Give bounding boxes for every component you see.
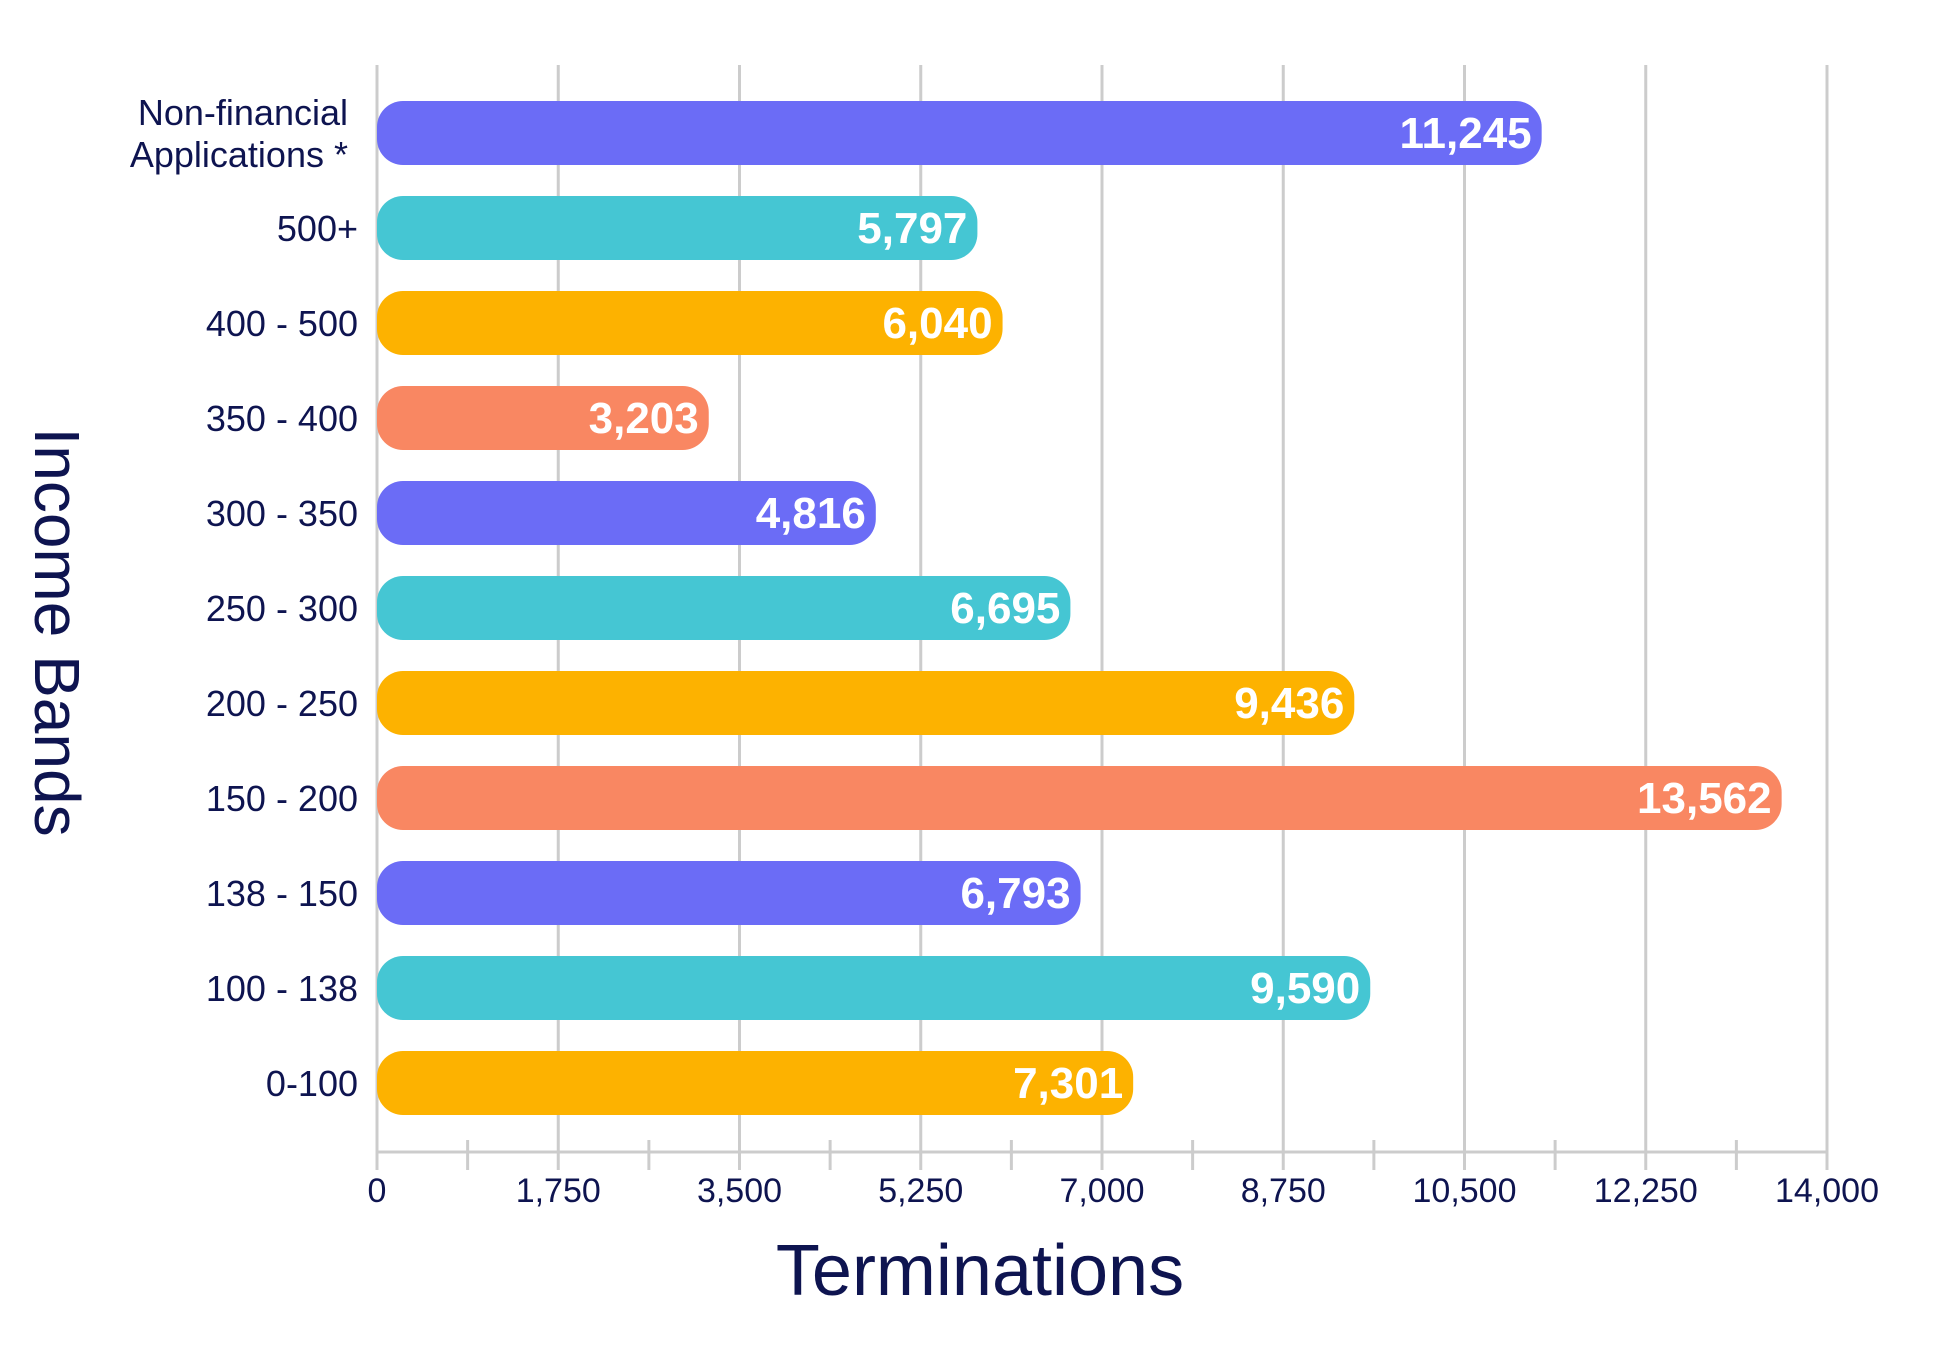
bar-value-label: 9,436 [1234,679,1344,728]
x-tick-label: 12,250 [1594,1172,1698,1210]
x-tick-label: 10,500 [1413,1172,1517,1210]
bar-value-label: 6,040 [882,299,992,348]
category-label: 250 - 300 [206,588,358,629]
category-label-line: 250 - 300 [206,588,358,629]
y-axis: Non-financial Applications * 500+ 400 - 500… [130,92,358,1104]
bar-value-label: 6,695 [950,584,1060,633]
bar-value-label: 3,203 [589,394,699,443]
y-axis-title: Income Bands [21,427,93,836]
x-tick-label: 3,500 [697,1172,782,1210]
bar-value-label: 13,562 [1637,774,1772,823]
category-label: 200 - 250 [206,683,358,724]
category-label: 150 - 200 [206,778,358,819]
category-label-line: Applications * [130,134,348,175]
category-label-line: 300 - 350 [206,493,358,534]
category-label: 100 - 138 [206,968,358,1009]
x-axis: 0 1,750 3,500 5,250 7,000 8,750 10,500 12,250 14… [368,1140,1879,1210]
bar [377,386,709,450]
category-label-line: 0-100 [266,1063,358,1104]
x-tick-label: 14,000 [1775,1172,1879,1210]
bar-value-label: 7,301 [1013,1059,1123,1108]
x-tick-label: 1,750 [516,1172,601,1210]
category-label: 350 - 400 [206,398,358,439]
category-label: Non-financial Applications * [130,92,348,175]
bar [377,481,876,545]
bar [377,101,1542,165]
bar-value-label: 9,590 [1250,964,1360,1013]
bar [377,956,1371,1020]
bar-value-label: 6,793 [960,869,1070,918]
bar [377,576,1071,640]
x-axis-title: Terminations [776,1231,1184,1311]
bar [377,671,1355,735]
bar [377,766,1782,830]
category-label: 0-100 [266,1063,358,1104]
category-label-line: 350 - 400 [206,398,358,439]
x-tick-label: 7,000 [1059,1172,1144,1210]
category-label: 138 - 150 [206,873,358,914]
category-label-line: Non-financial [138,92,348,133]
bar-value-label: 5,797 [857,204,967,253]
category-label: 400 - 500 [206,303,358,344]
category-label: 300 - 350 [206,493,358,534]
category-label-line: 500+ [277,208,358,249]
category-label-line: 138 - 150 [206,873,358,914]
category-label: 500+ [277,208,358,249]
bar [377,861,1081,925]
bar [377,1051,1134,1115]
x-tick-label: 0 [368,1172,387,1210]
x-tick-label: 8,750 [1241,1172,1326,1210]
bars: 11,245 5,797 6,040 3,203 4,816 6,695 9,436 13,5… [377,101,1782,1115]
bar-value-label: 11,245 [1400,109,1532,158]
category-label-line: 150 - 200 [206,778,358,819]
bar [377,196,978,260]
bar-value-label: 4,816 [756,489,866,538]
category-label-line: 200 - 250 [206,683,358,724]
category-label-line: 100 - 138 [206,968,358,1009]
category-label-line: 400 - 500 [206,303,358,344]
x-tick-label: 5,250 [878,1172,963,1210]
bar [377,291,1003,355]
